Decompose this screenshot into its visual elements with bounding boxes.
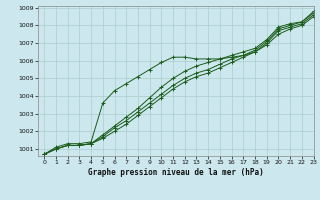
X-axis label: Graphe pression niveau de la mer (hPa): Graphe pression niveau de la mer (hPa)	[88, 168, 264, 177]
